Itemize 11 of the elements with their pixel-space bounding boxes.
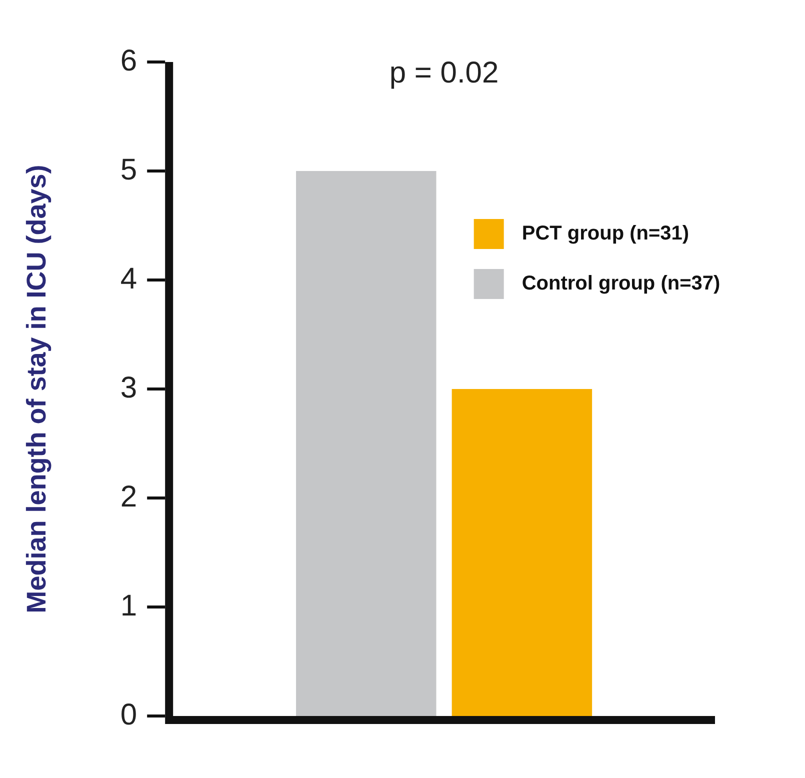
- y-tick-label: 3: [120, 371, 138, 404]
- y-tick-label: 2: [120, 480, 138, 514]
- annotation: p = 0.02: [389, 56, 499, 90]
- y-tick-label: 1: [120, 589, 138, 622]
- y-tick-label: 0: [120, 698, 138, 732]
- y-axis-title: Median length of stay in ICU (days): [22, 164, 52, 614]
- legend-label: PCT group (n=31): [522, 222, 690, 244]
- legend-label: Control group (n=37): [522, 272, 720, 294]
- y-tick-label: 4: [120, 262, 138, 296]
- y-tick-label: 5: [120, 153, 138, 186]
- y-tick-label: 6: [120, 44, 138, 78]
